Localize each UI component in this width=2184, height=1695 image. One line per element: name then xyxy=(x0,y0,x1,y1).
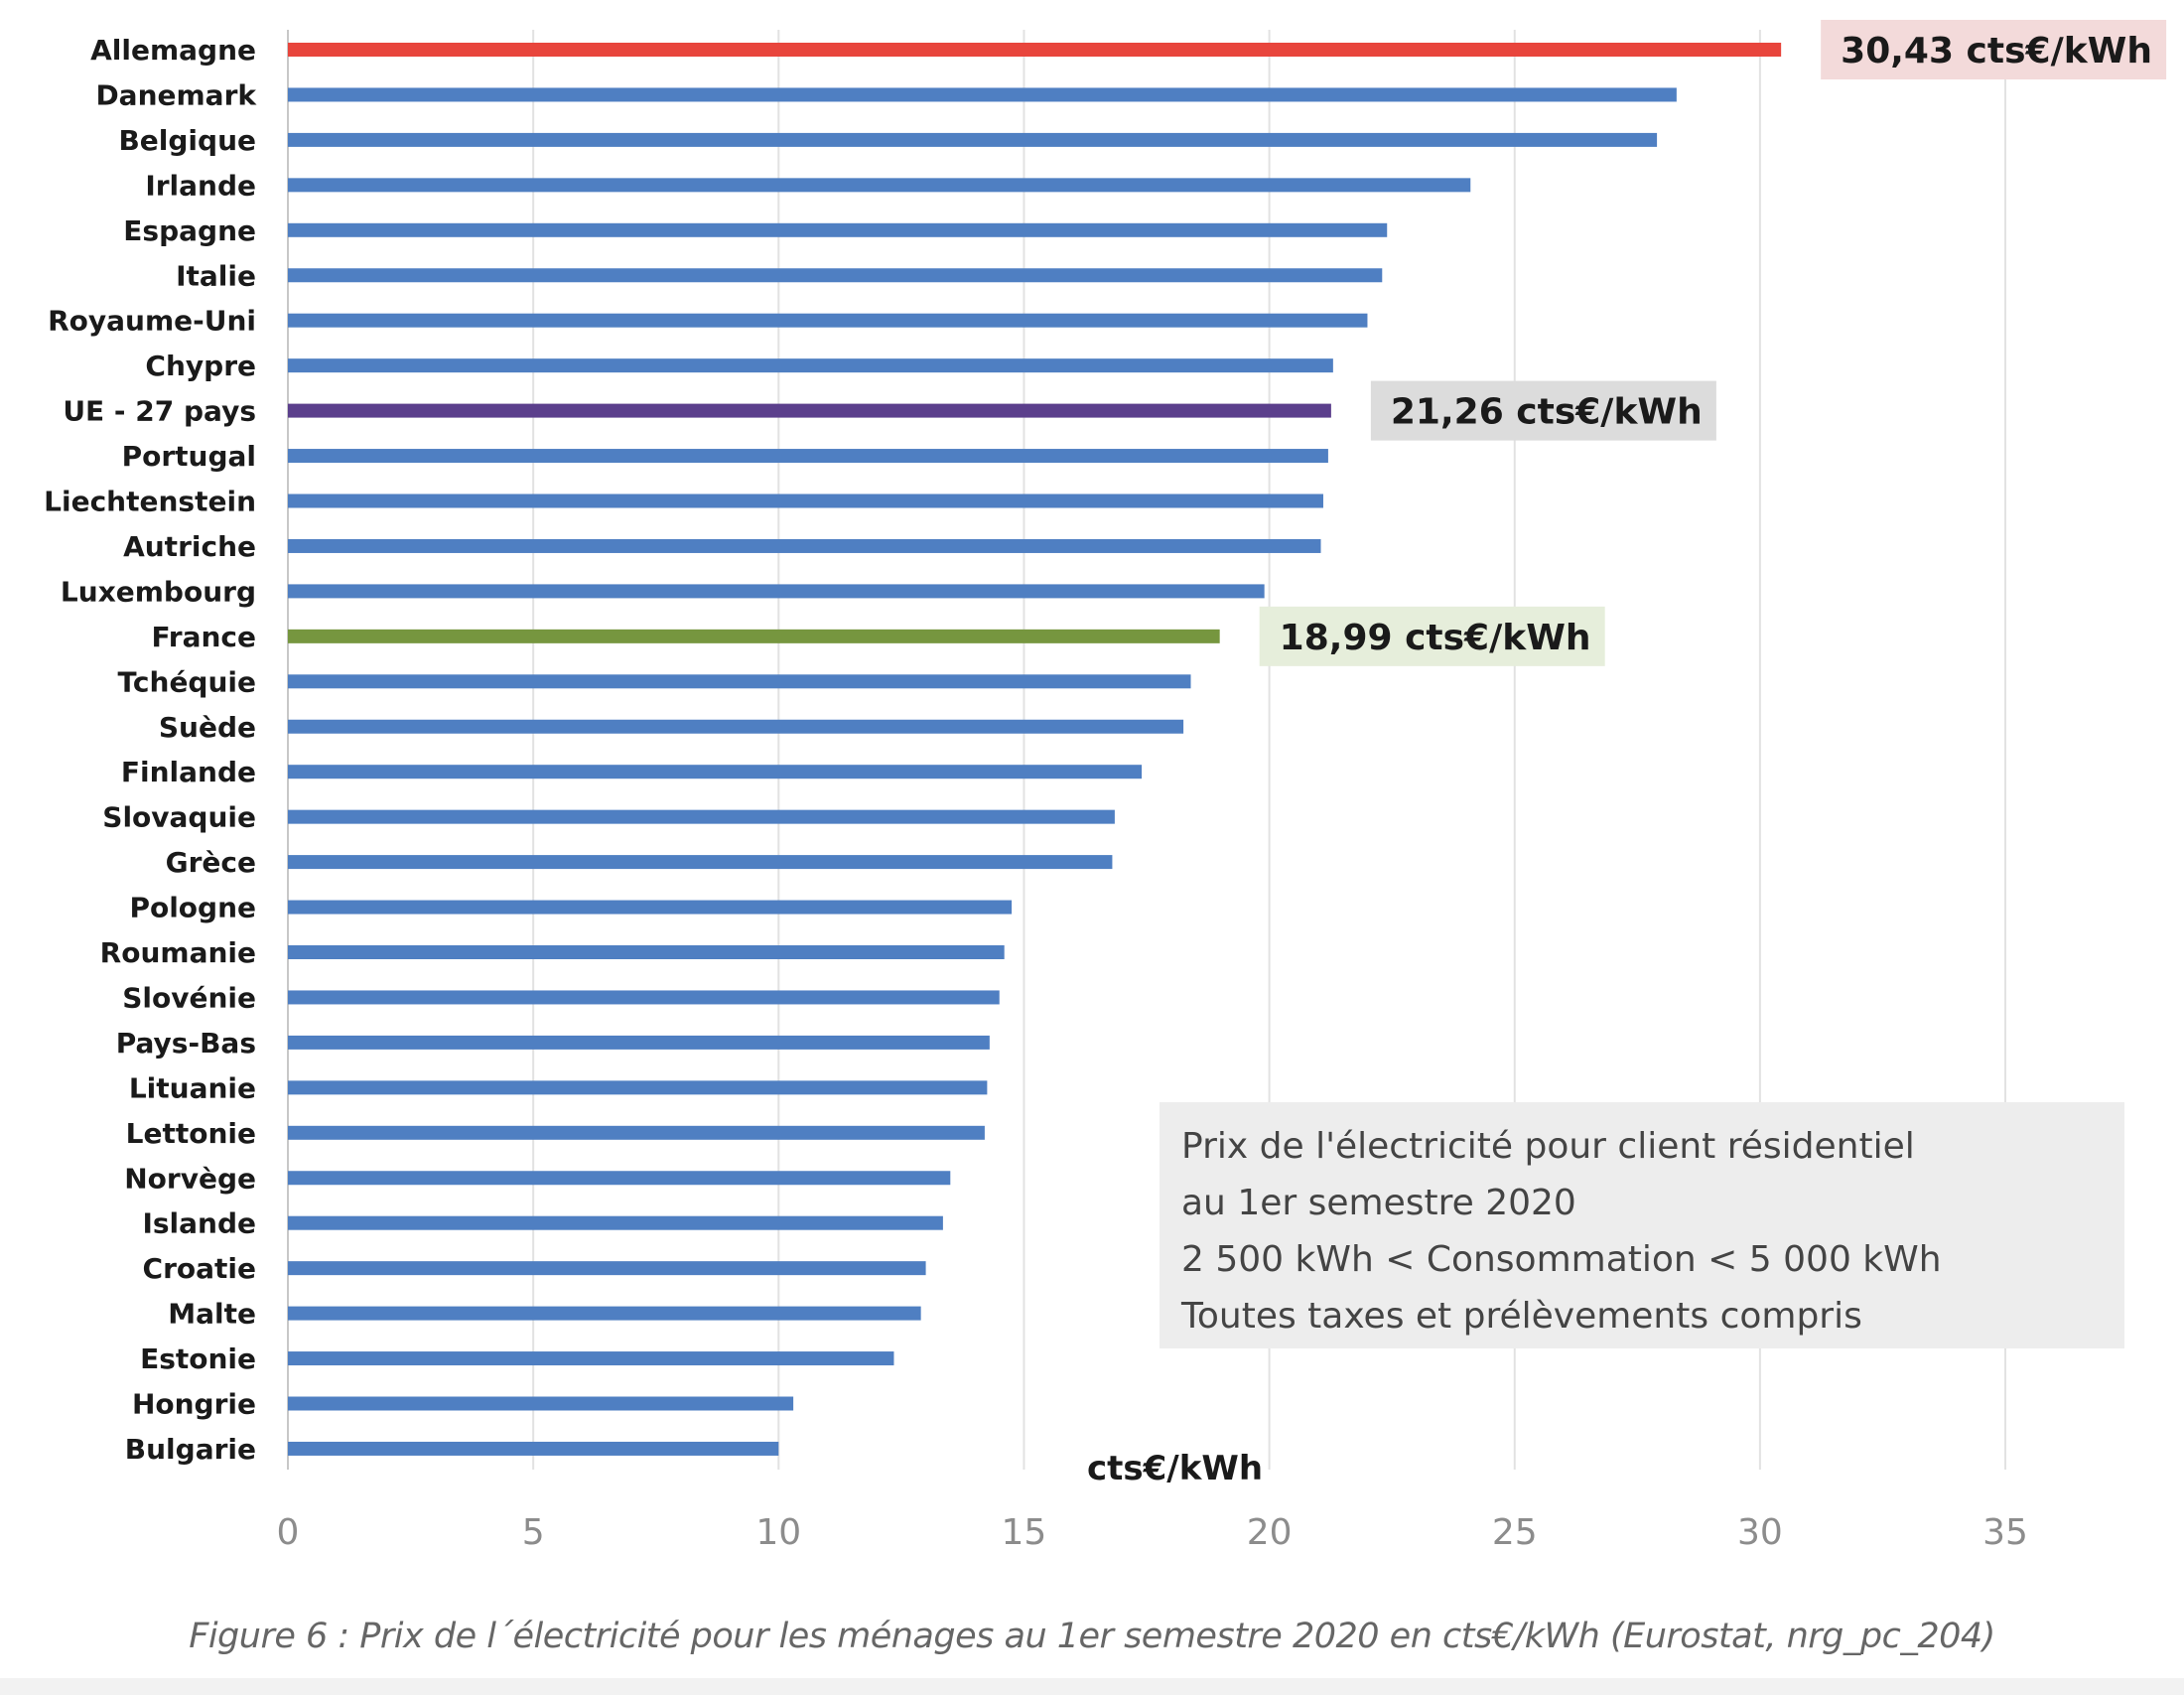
category-label: Tchéquie xyxy=(118,665,256,698)
category-label: Estonie xyxy=(140,1342,256,1375)
bars xyxy=(288,43,1782,1456)
category-label: Chypre xyxy=(145,350,256,382)
electricity-price-bar-chart: Allemagne Danemark Belgique Irlande Espagne I… xyxy=(44,20,2167,1553)
bar xyxy=(288,629,1220,643)
chart-note-box: Prix de l'électricité pour client réside… xyxy=(1160,1102,2124,1348)
category-labels: Allemagne Danemark Belgique Irlande Espagne I… xyxy=(44,34,257,1466)
category-label: Norvège xyxy=(124,1162,256,1195)
note-line: Toutes taxes et prélèvements compris xyxy=(1181,1296,1862,1337)
category-label: Liechtenstein xyxy=(44,486,256,518)
bar xyxy=(288,900,1013,915)
category-label: Lituanie xyxy=(129,1071,256,1104)
category-label: Croatie xyxy=(143,1252,256,1285)
callout-box xyxy=(1259,606,1605,666)
bar xyxy=(288,43,1782,57)
x-axis-ticks: 0 5 10 15 20 25 30 35 xyxy=(277,1512,2028,1553)
x-tick-label: 25 xyxy=(1492,1512,1538,1553)
bar xyxy=(288,313,1368,328)
bar xyxy=(288,584,1265,599)
note-line: Prix de l'électricité pour client réside… xyxy=(1181,1126,1915,1167)
bar xyxy=(288,1171,951,1186)
category-label: Royaume-Uni xyxy=(48,305,256,338)
bar xyxy=(288,1441,779,1456)
note-line: au 1er semestre 2020 xyxy=(1181,1183,1576,1223)
x-tick-label: 5 xyxy=(522,1512,545,1553)
bar xyxy=(288,268,1383,283)
category-label: Espagne xyxy=(123,214,256,247)
callout-box xyxy=(1370,380,1716,441)
category-label: UE - 27 pays xyxy=(63,395,256,428)
category-label: Finlande xyxy=(121,756,256,788)
bar xyxy=(288,1080,988,1095)
figure-caption: Figure 6 : Prix de l´électricité pour le… xyxy=(189,1617,1995,1656)
x-tick-label: 15 xyxy=(1002,1512,1047,1553)
category-label: Pays-Bas xyxy=(116,1027,256,1059)
note-line: 2 500 kWh < Consommation < 5 000 kWh xyxy=(1181,1239,1942,1280)
category-label: Danemark xyxy=(95,78,257,111)
category-label: Belgique xyxy=(118,124,256,157)
category-label: Autriche xyxy=(123,530,256,563)
category-label: Islande xyxy=(142,1207,256,1240)
callout-label: 18,99 cts€/kWh xyxy=(1280,618,1591,658)
x-tick-label: 10 xyxy=(755,1512,801,1553)
bar xyxy=(288,674,1191,689)
category-label: Suède xyxy=(159,711,256,744)
bar xyxy=(288,1035,990,1050)
callout-label: 30,43 cts€/kWh xyxy=(1841,31,2152,71)
bar xyxy=(288,719,1184,734)
value-callouts: 30,43 cts€/kWh 21,26 cts€/kWh 18,99 cts€/k… xyxy=(1259,20,2167,666)
bar xyxy=(288,222,1388,237)
category-label: Allemagne xyxy=(90,34,256,67)
bar xyxy=(288,990,1000,1005)
bar xyxy=(288,1215,943,1230)
category-label: Hongrie xyxy=(132,1388,256,1421)
bar xyxy=(288,358,1333,373)
bar xyxy=(288,494,1323,508)
category-label: Grèce xyxy=(166,846,256,879)
bar xyxy=(288,87,1677,102)
bar xyxy=(288,1396,794,1411)
bar xyxy=(288,132,1658,147)
x-tick-label: 30 xyxy=(1737,1512,1783,1553)
category-label: Bulgarie xyxy=(125,1433,256,1466)
bar xyxy=(288,1351,894,1366)
bar xyxy=(288,538,1321,553)
category-label: Slovaquie xyxy=(102,801,256,834)
category-label: Portugal xyxy=(122,440,256,473)
category-label: Slovénie xyxy=(122,981,256,1014)
callout-box xyxy=(1821,20,2167,79)
bar xyxy=(288,178,1471,193)
x-axis-unit-label: cts€/kWh xyxy=(1087,1449,1263,1488)
category-label: Malte xyxy=(168,1298,256,1331)
category-label: France xyxy=(151,621,256,653)
category-label: Roumanie xyxy=(100,936,256,969)
category-label: Irlande xyxy=(145,169,256,202)
x-tick-label: 35 xyxy=(1982,1512,2028,1553)
bar xyxy=(288,855,1113,870)
callout-label: 21,26 cts€/kWh xyxy=(1391,392,1703,433)
bar xyxy=(288,765,1143,779)
bar xyxy=(288,1261,926,1276)
x-tick-label: 20 xyxy=(1247,1512,1293,1553)
category-label: Luxembourg xyxy=(61,575,256,608)
bar xyxy=(288,403,1331,418)
bottom-band xyxy=(0,1678,2184,1695)
category-label: Pologne xyxy=(129,892,256,924)
bar xyxy=(288,809,1115,824)
bar xyxy=(288,1306,921,1321)
x-tick-label: 0 xyxy=(277,1512,300,1553)
bar xyxy=(288,449,1328,464)
bar xyxy=(288,945,1005,959)
bar xyxy=(288,1125,985,1140)
category-label: Lettonie xyxy=(126,1117,256,1150)
category-label: Italie xyxy=(176,259,256,292)
